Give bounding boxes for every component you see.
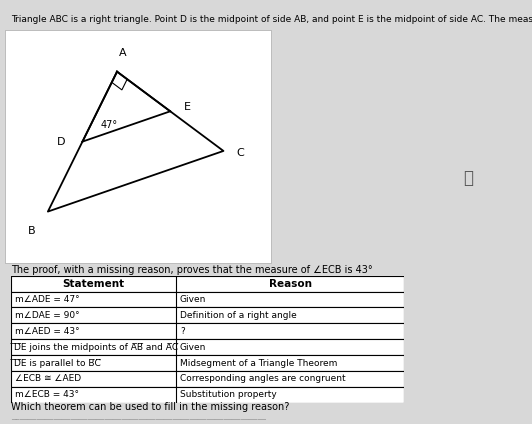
Text: m∠ECB = 43°: m∠ECB = 43°: [14, 391, 79, 399]
Text: ̅D̅E is parallel to B̅C̅: ̅D̅E is parallel to B̅C̅: [14, 359, 101, 368]
Text: Definition of a right angle: Definition of a right angle: [180, 311, 297, 320]
Bar: [11, 387, 404, 403]
FancyBboxPatch shape: [5, 30, 271, 263]
Text: Given: Given: [180, 295, 206, 304]
Text: Triangle ABC is a right triangle. Point D is the midpoint of side AB, and point : Triangle ABC is a right triangle. Point …: [11, 15, 532, 24]
Text: A: A: [119, 47, 126, 58]
Text: Reason: Reason: [269, 279, 312, 289]
Text: D: D: [57, 137, 65, 147]
Text: Midsegment of a Triangle Theorem: Midsegment of a Triangle Theorem: [180, 359, 337, 368]
Text: Corresponding angles are congruent: Corresponding angles are congruent: [180, 374, 346, 383]
Text: m∠ADE = 47°: m∠ADE = 47°: [14, 295, 79, 304]
Text: Which theorem can be used to fill in the missing reason?: Which theorem can be used to fill in the…: [11, 402, 289, 412]
Text: Statement: Statement: [62, 279, 124, 289]
Bar: [11, 339, 404, 355]
Text: Substitution property: Substitution property: [180, 391, 277, 399]
Bar: [11, 324, 404, 339]
Text: 47°: 47°: [101, 120, 118, 130]
Text: ⮤: ⮤: [463, 169, 473, 187]
Bar: [11, 371, 404, 387]
Text: C: C: [237, 148, 245, 158]
Bar: [11, 292, 404, 307]
Text: ∠ECB ≅ ∠AED: ∠ECB ≅ ∠AED: [14, 374, 81, 383]
Text: Given: Given: [180, 343, 206, 351]
Bar: [11, 355, 404, 371]
Text: The proof, with a missing reason, proves that the measure of ∠ECB is 43°: The proof, with a missing reason, proves…: [11, 265, 372, 275]
Bar: [11, 276, 404, 292]
Bar: [11, 307, 404, 324]
Text: m∠AED = 43°: m∠AED = 43°: [14, 327, 79, 336]
Text: ____________________________________________________________: ________________________________________…: [11, 411, 265, 420]
Text: m∠DAE = 90°: m∠DAE = 90°: [14, 311, 79, 320]
Text: E: E: [184, 102, 190, 112]
Text: B: B: [28, 226, 36, 236]
Text: ̅D̅E joins the midpoints of A̅B̅ and A̅C̅: ̅D̅E joins the midpoints of A̅B̅ and A̅C…: [14, 343, 179, 351]
Text: ?: ?: [180, 327, 185, 336]
